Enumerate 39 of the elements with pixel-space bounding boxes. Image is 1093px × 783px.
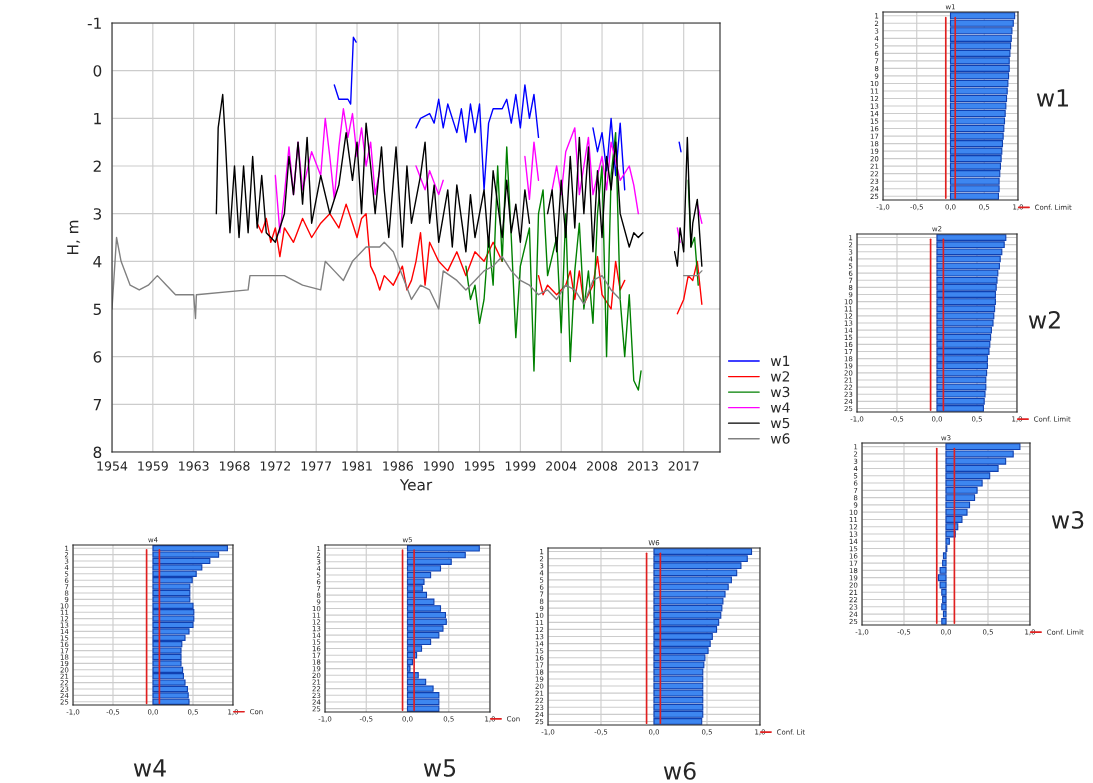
x-tick-label: 1986 (383, 461, 413, 471)
text: w6 (663, 761, 696, 780)
legend-label: w1 (770, 355, 790, 366)
y-tick-label: 1 (94, 113, 101, 125)
y-tick-label: 5 (93, 303, 101, 316)
x-tick-label: 1990 (424, 461, 454, 471)
y-tick-label: 6 (93, 351, 102, 363)
legend-label: w5 (770, 417, 790, 429)
legend-label: w6 (770, 433, 790, 444)
y-tick-label: 0 (93, 65, 102, 77)
x-tick-label: 1959 (138, 461, 168, 471)
y-tick-label: 4 (93, 256, 102, 268)
legend-label: w4 (770, 402, 790, 413)
x-tick-label: 1954 (97, 461, 128, 471)
y-axis-title: H, m (67, 220, 81, 255)
text: w2 (1028, 310, 1060, 329)
x-tick-label: 1972 (260, 461, 290, 471)
text: w1 (1036, 89, 1068, 107)
text: w3 (1051, 510, 1084, 529)
y-tick-label: 2 (93, 160, 101, 172)
x-axis-title: Year (399, 479, 433, 491)
text: w5 (423, 759, 456, 777)
y-tick-label: 8 (93, 446, 102, 459)
y-tick-label: 7 (93, 399, 101, 411)
x-tick-label: 1963 (179, 461, 209, 471)
legend-label: w3 (770, 386, 790, 398)
x-tick-label: 1995 (464, 461, 495, 471)
x-tick-label: 1968 (219, 461, 250, 471)
x-tick-label: 1977 (301, 461, 332, 471)
legend-label: w2 (770, 371, 790, 382)
x-tick-label: 1999 (505, 461, 536, 471)
x-tick-label: 1981 (342, 461, 372, 471)
x-tick-label: 2013 (627, 461, 658, 471)
x-tick-label: 2017 (668, 461, 699, 471)
x-tick-label: 2004 (546, 461, 577, 471)
x-tick-label: 2008 (587, 461, 618, 471)
text: w4 (133, 759, 166, 777)
y-tick-label: 3 (93, 208, 102, 220)
y-tick-label: -1 (87, 17, 101, 29)
